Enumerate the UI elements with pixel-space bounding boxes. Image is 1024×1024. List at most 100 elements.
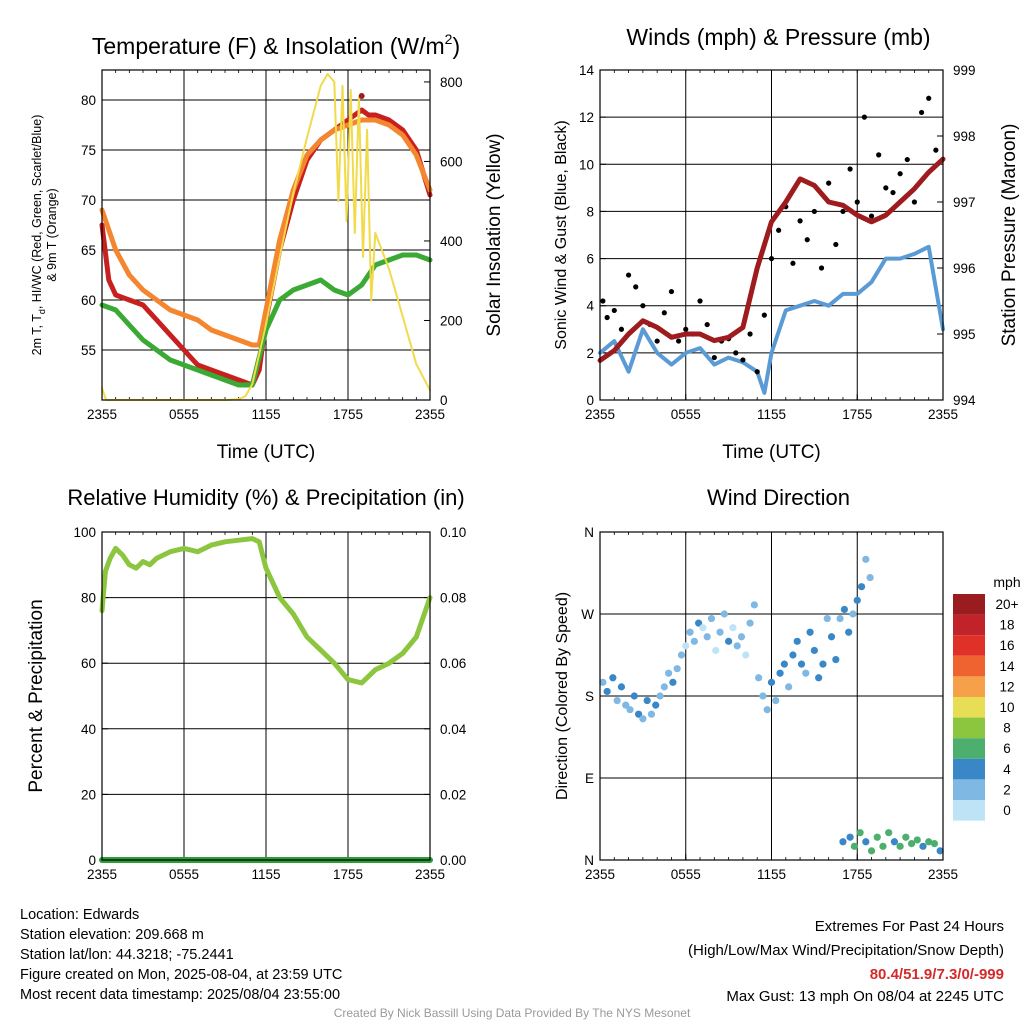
y2-axis-label: Station Pressure (Maroon) [999, 124, 1020, 347]
gust-point [933, 147, 939, 153]
direction-point [695, 619, 703, 627]
gust-point [904, 156, 910, 163]
direction-point [746, 619, 754, 627]
panel-rh: 2355 0555 1155 1755 23550204060801000.000.02… [26, 485, 467, 882]
legend-label: 12 [999, 679, 1014, 694]
y-axis-label-subscript: d [37, 309, 47, 314]
max-temp-point [358, 93, 365, 99]
direction-point [603, 687, 611, 696]
y-tick-label: 65 [81, 243, 96, 258]
series-td_green [99, 252, 433, 388]
y-tick-label: 70 [81, 193, 96, 208]
plot-border [599, 531, 944, 861]
direction-point [930, 840, 939, 848]
direction-point [647, 710, 656, 718]
direction-point [856, 829, 864, 837]
y2-tick-label: 999 [953, 63, 976, 78]
gust-point [911, 199, 918, 205]
plot-border [599, 69, 944, 401]
y-axis-label-text: 2m T, T [30, 314, 44, 356]
y2-tick-label: 997 [953, 195, 976, 210]
direction-point [845, 628, 853, 636]
x-tick-label: 1155 [251, 867, 280, 882]
direction-point [626, 706, 634, 714]
gust-point [776, 227, 782, 233]
gust-point [618, 326, 625, 332]
chart-title: Wind Direction [707, 485, 850, 510]
y-tick-label: S [585, 689, 594, 704]
legend-label: 6 [1003, 741, 1011, 756]
legend-swatch [953, 676, 985, 697]
x-tick-label: 1155 [757, 867, 786, 882]
direction-point [849, 610, 857, 618]
gust-point [883, 185, 889, 191]
y-tick-label: 55 [81, 343, 96, 358]
y-tick-label: 100 [73, 525, 96, 540]
legend-label: 10 [999, 700, 1014, 715]
x-axis-label: Time (UTC) [217, 442, 316, 463]
gust-point [861, 114, 867, 120]
series-pressure [597, 156, 946, 363]
y-tick-label: 14 [579, 63, 595, 78]
y-axis-label-line2: & 9m T (Orange) [45, 188, 59, 281]
series-t9m_orange [99, 117, 433, 348]
info-recent: Most recent data timestamp: 2025/08/04 2… [20, 987, 341, 1003]
legend-label: 2 [1003, 782, 1011, 797]
speed-legend: mph 20+ 18 16 14 12 10 8 6 4 2 0 [953, 574, 1021, 821]
legend-swatch [953, 655, 985, 677]
y-tick-label: 60 [81, 293, 96, 308]
gust-point [611, 307, 617, 314]
legend-swatch [953, 635, 985, 656]
x-tick-label: 1755 [842, 867, 872, 882]
direction-point [850, 842, 858, 850]
legend-swatch [953, 717, 985, 739]
direction-point [733, 642, 741, 650]
gust-point [847, 166, 853, 172]
y-axis-label: Sonic Wind & Gust (Blue, Black) [553, 120, 570, 349]
gust-point [768, 255, 775, 262]
y-tick-label: 8 [586, 204, 594, 219]
direction-point [699, 624, 707, 632]
legend-label: 0 [1003, 803, 1011, 818]
y-tick-label: 20 [81, 787, 96, 802]
y-axis-label-line1: 2m T, Td, HI/WC (Red, Green, Scarlet/Blu… [30, 115, 47, 356]
y-axis-label: Direction (Colored By Speed) [554, 592, 571, 800]
direction-point [780, 660, 788, 668]
direction-point [819, 660, 827, 668]
gust-point [676, 338, 682, 344]
x-tick-label: 1755 [333, 867, 363, 882]
plot-border [101, 531, 431, 861]
direction-point [737, 633, 746, 641]
direction-point [862, 555, 870, 563]
legend-swatch [953, 614, 985, 636]
x-tick-label: 2355 [585, 867, 615, 882]
y-tick-label: 0 [586, 393, 594, 408]
gust-point [761, 312, 767, 318]
info-created: Figure created on Mon, 2025-08-04, at 23… [20, 967, 343, 983]
x-tick-label: 0555 [169, 867, 199, 882]
direction-point [902, 833, 910, 841]
x-tick-label: 2355 [928, 407, 958, 422]
y-tick-label: E [585, 771, 594, 786]
direction-point [634, 710, 643, 718]
y2-tick-label: 800 [440, 75, 463, 90]
direction-point [793, 637, 801, 645]
credit-text: Created By Nick Bassill Using Data Provi… [333, 1006, 691, 1020]
legend-label: 4 [1003, 762, 1011, 777]
direction-point [656, 692, 664, 700]
direction-point [763, 706, 771, 714]
gust-point [790, 260, 796, 266]
gust-point [604, 314, 610, 321]
gust-point [697, 298, 703, 304]
direction-point [846, 833, 854, 841]
chart-title: Temperature (F) & Insolation (W/m2) [92, 31, 460, 59]
direction-point [776, 669, 784, 677]
direction-point [907, 840, 916, 848]
direction-point [797, 660, 806, 668]
extremes-subtitle: (High/Low/Max Wind/Precipitation/Snow De… [688, 942, 1004, 959]
y2-tick-label: 995 [953, 327, 976, 342]
direction-point [755, 674, 763, 682]
direction-point [686, 628, 694, 636]
direction-point [789, 651, 797, 659]
